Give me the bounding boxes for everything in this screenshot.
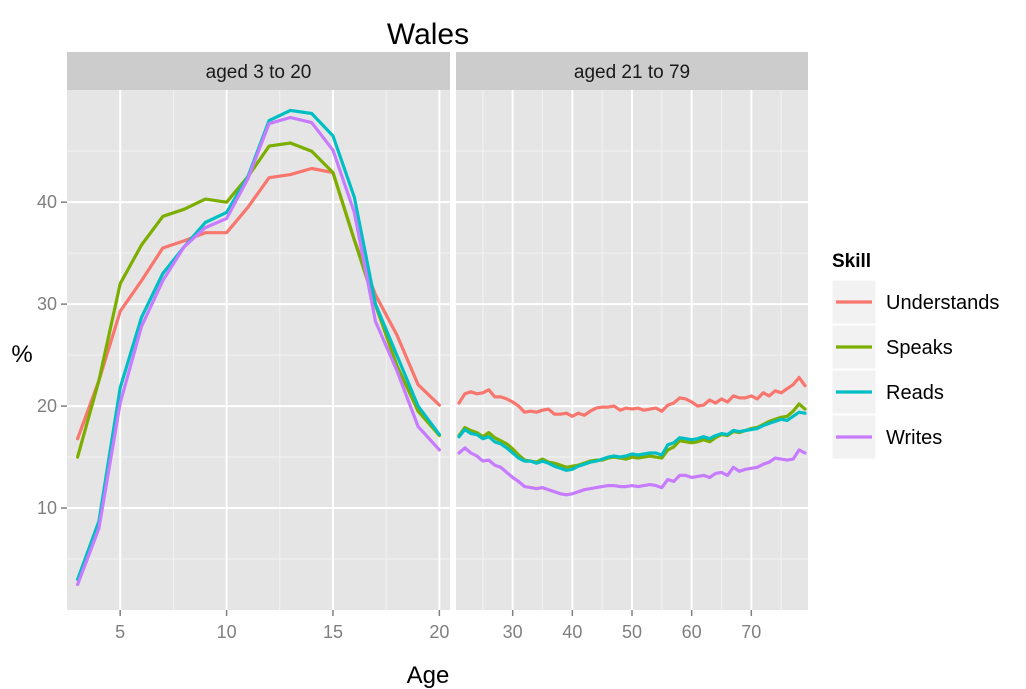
legend-label-speaks: Speaks	[886, 337, 953, 359]
panel-strip-label: aged 3 to 20	[206, 62, 312, 83]
panel-strip-label: aged 21 to 79	[574, 62, 690, 83]
panel-aged-21-to-79: aged 21 to 79 30 40 50 60 70	[456, 52, 808, 642]
series-line-understands	[75, 166, 441, 441]
chart-title: Wales	[387, 18, 469, 51]
legend-title: Skill	[832, 251, 871, 272]
y-tick-label: 10	[37, 498, 57, 518]
series-line-writes	[75, 115, 441, 587]
y-tick-label: 30	[37, 294, 57, 314]
series-lines	[75, 108, 441, 587]
y-axis-title: %	[11, 341, 32, 368]
legend-label-reads: Reads	[886, 382, 944, 404]
x-tick-label: 30	[503, 622, 523, 642]
series-lines	[457, 375, 807, 497]
x-tick-label: 70	[741, 622, 761, 642]
grid-minor	[67, 90, 450, 610]
x-tick-label: 5	[115, 622, 125, 642]
x-tick-label: 50	[622, 622, 642, 642]
x-tick-label: 20	[429, 622, 449, 642]
legend: Skill Understands Speaks Reads Writes	[831, 251, 999, 460]
legend-label-understands: Understands	[886, 292, 999, 314]
series-line-writes	[457, 446, 807, 497]
y-axis-ticks: 10 20 30 40	[37, 192, 67, 518]
x-axis-ticks: 30 40 50 60 70	[503, 610, 761, 642]
x-axis-title: Age	[407, 662, 450, 689]
grid-major	[456, 90, 808, 610]
x-tick-label: 15	[323, 622, 343, 642]
panel-aged-3-to-20: aged 3 to 20 5 10 15 20	[67, 52, 450, 642]
series-line-reads	[457, 410, 807, 472]
x-tick-label: 60	[682, 622, 702, 642]
x-axis-ticks: 5 10 15 20	[115, 610, 449, 642]
x-tick-label: 10	[217, 622, 237, 642]
y-tick-label: 40	[37, 192, 57, 212]
x-tick-label: 40	[562, 622, 582, 642]
series-line-understands	[457, 375, 807, 418]
legend-label-writes: Writes	[886, 427, 942, 449]
panel-strip	[67, 52, 450, 90]
panel-strip	[456, 52, 808, 90]
y-tick-label: 20	[37, 396, 57, 416]
